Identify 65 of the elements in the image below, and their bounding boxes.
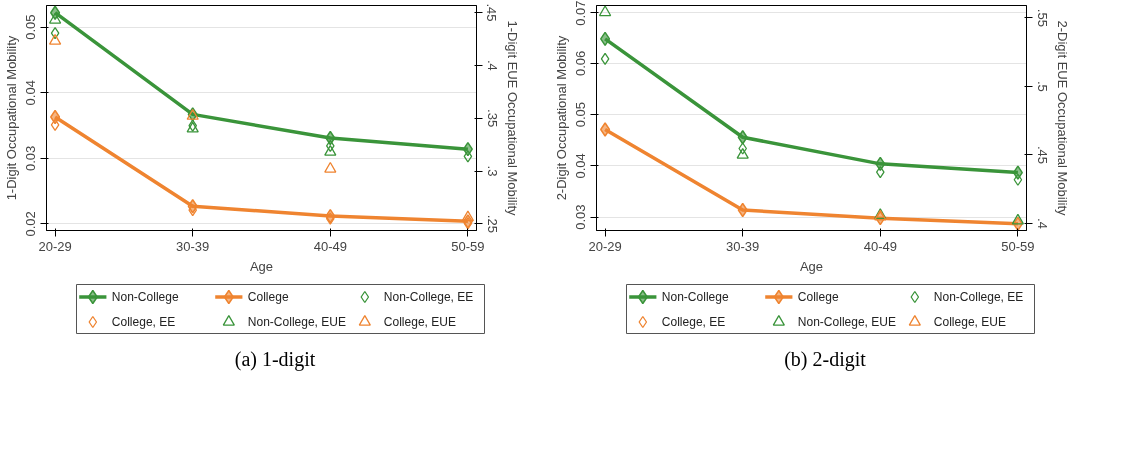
y2-tick-label: .55 — [1034, 8, 1050, 27]
y2-tick-label: .25 — [484, 214, 500, 233]
y-tick-label: 0.07 — [573, 0, 589, 26]
point — [48, 34, 62, 45]
y-tick-label: 0.04 — [573, 153, 589, 179]
legend-label: College, EUE — [933, 315, 1006, 329]
y2-tick-label: .3 — [484, 165, 500, 177]
y2-axis-title: 1-Digit EUE Occupational Mobility — [504, 20, 520, 217]
x-tick-label: 20-29 — [38, 238, 72, 254]
x-tick-label: 30-39 — [176, 238, 210, 254]
legend-label: Non-College, EE — [383, 290, 474, 304]
y-tick-label: 0.03 — [573, 204, 589, 230]
point — [1011, 213, 1025, 225]
y2-tick-label: .4 — [484, 59, 500, 71]
x-tick-label: 20-29 — [588, 238, 622, 254]
point — [324, 144, 337, 156]
point — [188, 204, 198, 217]
legend-label: Non-College — [111, 290, 179, 304]
y2-tick-label: .35 — [484, 109, 500, 128]
x-tick-label: 50-59 — [451, 238, 485, 254]
point — [600, 122, 611, 137]
y2-tick-label: .4 — [1034, 218, 1050, 229]
y2-tick-label: .45 — [484, 3, 500, 22]
y-axis-title: 1-Digit Occupational Mobility — [3, 35, 19, 201]
point — [48, 12, 62, 24]
x-tick-label: 30-39 — [726, 238, 760, 254]
point — [463, 150, 473, 163]
point — [324, 161, 337, 173]
point — [461, 210, 475, 222]
text: (b) 2-digit — [784, 347, 866, 373]
y-tick-label: 0.06 — [573, 50, 589, 77]
y2-axis-title: 2-Digit EUE Occupational Mobility — [1054, 20, 1070, 217]
point — [50, 118, 60, 132]
point — [325, 212, 335, 225]
x-tick-label: 40-49 — [313, 238, 347, 254]
y-tick-label: 0.02 — [23, 211, 39, 237]
x-axis-title: Age — [249, 258, 274, 274]
point — [598, 5, 612, 17]
legend-label: Non-College — [661, 290, 729, 304]
y2-tick-label: .5 — [1034, 80, 1050, 92]
point — [736, 147, 749, 159]
point — [738, 142, 748, 155]
point — [875, 165, 885, 179]
y-tick-label: 0.03 — [23, 145, 39, 171]
legend-label: College, EE — [661, 315, 726, 329]
legend-label: College, EUE — [383, 315, 456, 329]
point — [325, 139, 335, 153]
point — [600, 52, 610, 65]
legend-label: College — [247, 290, 289, 304]
legend-label: Non-College, EE — [933, 290, 1024, 304]
y2-tick-label: .45 — [1034, 145, 1050, 164]
point — [50, 26, 60, 40]
y-axis-title: 2-Digit Occupational Mobility — [553, 35, 569, 201]
legend-label: College — [797, 290, 839, 304]
x-tick-label: 40-49 — [863, 238, 897, 254]
x-tick-label: 50-59 — [1001, 238, 1035, 254]
legend-label: Non-College, EUE — [797, 315, 896, 329]
text: (a) 1-digit — [234, 347, 316, 373]
y-tick-label: 0.04 — [23, 80, 39, 106]
x-axis-title: Age — [799, 258, 824, 274]
y-tick-label: 0.05 — [23, 14, 39, 40]
y-tick-label: 0.05 — [573, 102, 589, 128]
legend-label: College, EE — [111, 315, 176, 329]
point — [1013, 173, 1023, 186]
legend-label: Non-College, EUE — [247, 315, 346, 329]
